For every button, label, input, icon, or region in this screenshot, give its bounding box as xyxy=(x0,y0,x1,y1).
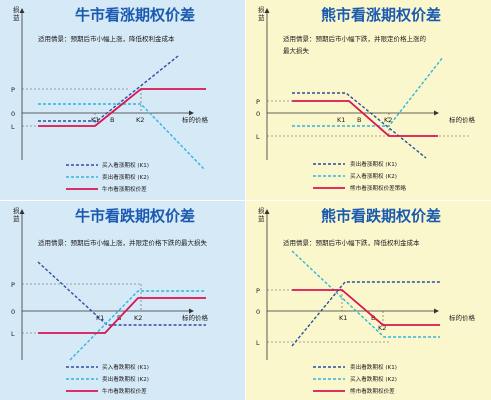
b-tick: B xyxy=(371,314,375,322)
short-put-k2-line xyxy=(69,290,206,361)
y-axis-arrow xyxy=(264,209,270,214)
l-tick: L xyxy=(256,133,260,141)
p-tick: P xyxy=(11,281,15,289)
p-tick: P xyxy=(256,287,260,295)
k2-tick: K2 xyxy=(384,116,392,124)
legend: 买入看涨期权 (K1) 卖出看涨期权 (K2) 牛市看涨期权价差 xyxy=(66,161,149,193)
l-tick: L xyxy=(11,123,15,131)
legend-label-short-call: 卖出看涨期权 (K1) xyxy=(350,160,397,168)
scenario-text: 适用情景：预期后市小幅上涨，并限定价格下跌的最大损失 xyxy=(38,238,208,247)
legend-label-long-call: 买入看涨期权 (K1) xyxy=(102,161,149,169)
y-axis-arrow xyxy=(19,8,25,13)
zero-tick: 0 xyxy=(256,308,260,316)
long-put-k1-line xyxy=(37,261,206,326)
panel-title: 牛市看跌期权价差 xyxy=(75,207,195,225)
y-axis-label: 损益 xyxy=(13,206,20,223)
panel-bear-put: 熊市看跌期权价差 适用情景：预期后市小幅下跌，降低权利金成本 损益 P 0 L … xyxy=(256,206,476,395)
legend-label-long-call: 买入看涨期权 (K2) xyxy=(350,172,397,180)
panel-title: 牛市看涨期权价差 xyxy=(75,6,195,24)
legend: 卖出看涨期权 (K1) 买入看涨期权 (K2) 熊市看涨期权价差策略 xyxy=(313,160,406,192)
bear-put-spread-line xyxy=(292,289,440,326)
x-axis-arrow xyxy=(189,110,194,116)
zero-tick: 0 xyxy=(256,110,260,118)
p-tick: P xyxy=(256,98,260,106)
x-axis-label: 标的价格 xyxy=(182,313,209,322)
panel-bear-call-background xyxy=(246,0,491,200)
scenario-text: 适用情景：预期后市小幅上涨，降低权利金成本 xyxy=(38,34,175,43)
y-axis-label: 损益 xyxy=(258,206,265,223)
x-axis-arrow xyxy=(434,308,439,314)
zero-tick: 0 xyxy=(11,308,15,316)
panel-title: 熊市看跌期权价差 xyxy=(321,207,441,225)
p-tick: P xyxy=(11,86,15,94)
scenario-text-line-1: 适用情景：预期后市小幅下跌，并限定价格上涨的 xyxy=(283,34,427,43)
short-call-k2-line xyxy=(38,103,205,170)
k1-tick: K1 xyxy=(96,314,104,322)
legend-label-spread: 牛市看跌期权价差 xyxy=(102,387,147,395)
x-axis-label: 标的价格 xyxy=(449,313,476,322)
legend-label-long-put: 买入看跌期权 (K1) xyxy=(102,363,149,371)
b-tick: B xyxy=(357,116,361,124)
legend: 买入看跌期权 (K1) 卖出看跌期权 (K2) 牛市看跌期权价差 xyxy=(66,363,149,395)
scenario-text: 适用情景：预期后市小幅下跌，降低权利金成本 xyxy=(283,238,420,247)
y-axis-label: 损益 xyxy=(13,5,20,22)
legend-label-short-put: 卖出看跌期权 (K1) xyxy=(350,363,397,371)
y-axis-arrow xyxy=(264,8,270,13)
k1-tick: K1 xyxy=(339,314,347,322)
y-axis-arrow xyxy=(19,209,25,214)
legend-label-short-put: 卖出看跌期权 (K2) xyxy=(102,375,149,383)
panel-bear-call: 熊市看涨期权价差 适用情景：预期后市小幅下跌，并限定价格上涨的 最大损失 损益 … xyxy=(256,5,476,192)
k2-tick: K2 xyxy=(136,116,144,124)
b-tick: B xyxy=(110,116,114,124)
legend-label-spread: 牛市看涨期权价差 xyxy=(102,185,147,193)
l-tick: L xyxy=(11,330,15,338)
x-axis-label: 标的价格 xyxy=(182,115,209,124)
panel-bull-put-background xyxy=(0,201,245,400)
long-put-k2-line xyxy=(291,250,440,338)
bear-call-spread-line xyxy=(292,100,438,137)
legend-label-spread: 熊市看跌期权价差 xyxy=(350,387,395,395)
k1-tick: K1 xyxy=(91,116,99,124)
bull-call-spread-line xyxy=(38,88,206,127)
axes xyxy=(266,211,436,360)
x-axis-label: 标的价格 xyxy=(449,115,476,124)
zero-tick: 0 xyxy=(11,110,15,118)
axes xyxy=(21,211,191,360)
scenario-text-line-2: 最大损失 xyxy=(283,46,310,55)
axes xyxy=(266,10,436,160)
l-tick: L xyxy=(256,339,260,347)
y-axis-label: 损益 xyxy=(258,5,265,22)
k1-tick: K1 xyxy=(337,116,345,124)
panel-title: 熊市看涨期权价差 xyxy=(321,6,441,24)
long-call-k2-line xyxy=(292,56,444,127)
k2-tick: K2 xyxy=(134,314,142,322)
x-axis-arrow xyxy=(189,308,194,314)
short-put-k1-line xyxy=(291,281,440,347)
bull-put-spread-line xyxy=(38,297,206,334)
legend-label-long-put: 买入看跌期权 (K2) xyxy=(350,375,397,383)
panel-bull-call: 牛市看涨期权价差 适用情景：预期后市小幅上涨，降低权利金成本 损益 P 0 L … xyxy=(11,5,209,193)
panel-bull-put: 牛市看跌期权价差 适用情景：预期后市小幅上涨，并限定价格下跌的最大损失 损益 P… xyxy=(11,206,209,395)
legend-label-short-call: 卖出看涨期权 (K2) xyxy=(102,173,149,181)
legend-label-spread: 熊市看涨期权价差策略 xyxy=(350,184,406,192)
legend: 卖出看跌期权 (K1) 买入看跌期权 (K2) 熊市看跌期权价差 xyxy=(313,363,397,395)
k2-tick: K2 xyxy=(378,324,386,332)
panel-bear-put-background xyxy=(246,201,491,400)
x-axis-arrow xyxy=(434,110,439,116)
